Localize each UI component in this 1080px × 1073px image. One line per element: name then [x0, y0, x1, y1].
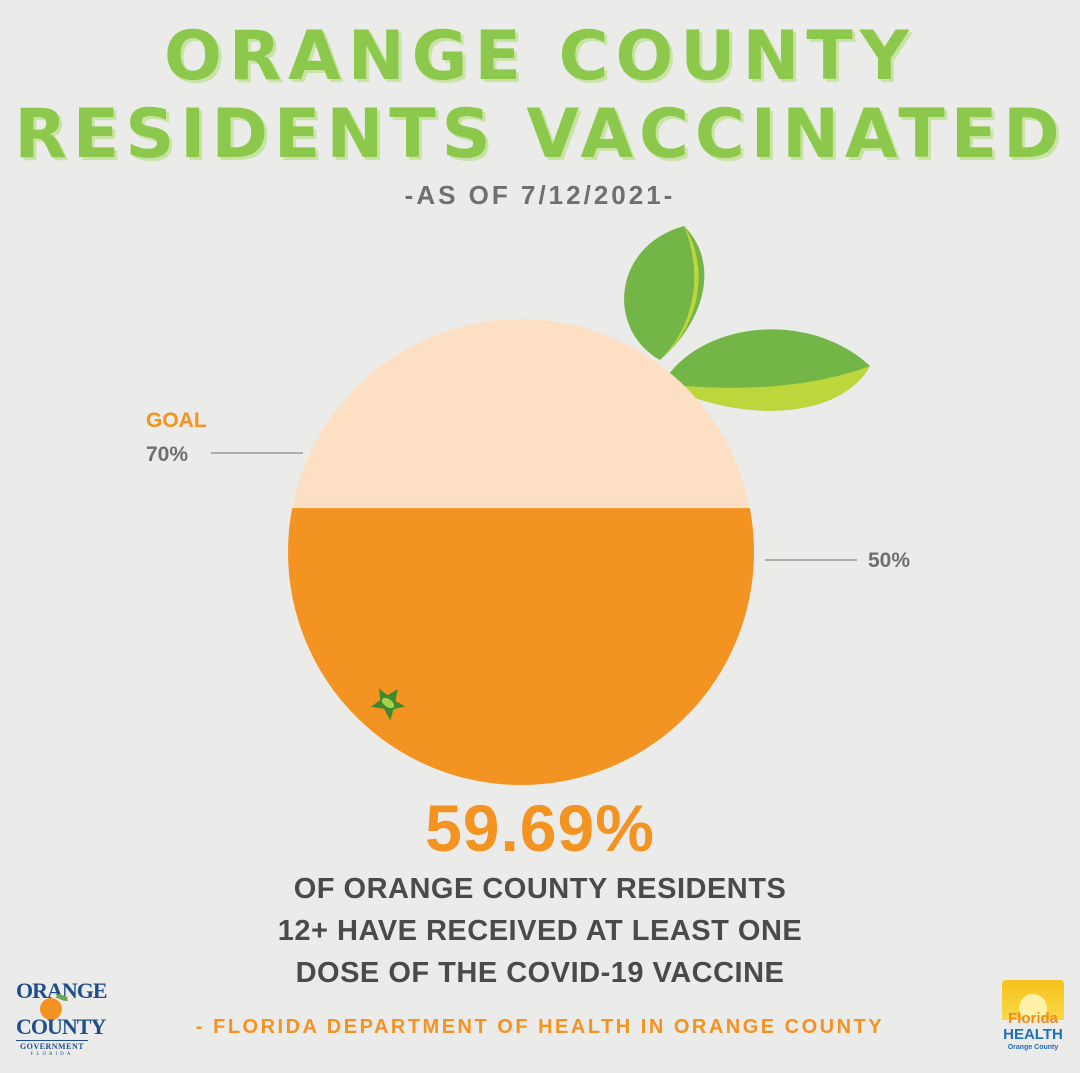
logo-right-line1: Florida [1007, 1010, 1058, 1027]
vaccinated-percent: 59.69% [425, 791, 655, 865]
logo-left-line3: GOVERNMENT [16, 1040, 88, 1051]
logo-left-line2: COUNTY [16, 1014, 106, 1039]
logo-right-line2: HEALTH [1003, 1026, 1063, 1043]
logo-left-line4: FLORIDA [30, 1052, 74, 1057]
logo-right-line3: Orange County [1007, 1044, 1059, 1051]
orange-fruit-icon [40, 998, 62, 1020]
leaf-upper-icon [624, 226, 705, 360]
reference-percent-label: 50% [868, 549, 910, 572]
description-line-1: OF ORANGE COUNTY RESIDENTS [293, 873, 787, 905]
title-line-2: RESIDENTS VACCINATED [14, 95, 1066, 174]
date-subtitle: -AS OF 7/12/2021- [404, 180, 676, 210]
florida-health-logo: Florida HEALTH Orange County [1002, 980, 1064, 1062]
source-credit: - FLORIDA DEPARTMENT OF HEALTH IN ORANGE… [195, 1016, 885, 1038]
orange-navel-icon [370, 688, 406, 721]
title-line-1: ORANGE COUNTY [163, 17, 917, 96]
orange-county-government-logo: ORANGE COUNTY GOVERNMENT FLORIDA [16, 978, 108, 1060]
description-line-3: DOSE OF THE COVID-19 VACCINE [295, 957, 785, 989]
leaf-right-icon [662, 329, 870, 411]
description-line-2: 12+ HAVE RECEIVED AT LEAST ONE [277, 915, 803, 947]
sun-icon [1019, 994, 1047, 1022]
leaf-mini-icon [56, 994, 68, 1001]
goal-label: GOAL [146, 409, 207, 432]
goal-percent-label: 70% [146, 443, 188, 466]
vaccinated-fill-bar [288, 508, 754, 785]
